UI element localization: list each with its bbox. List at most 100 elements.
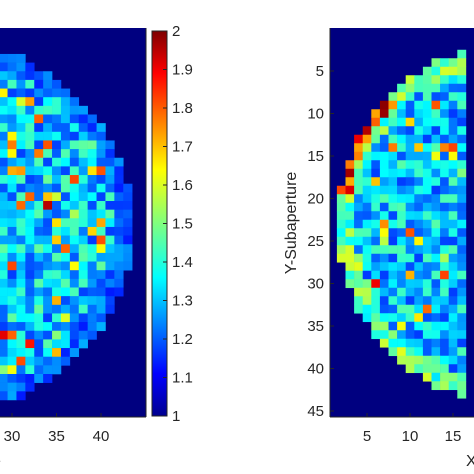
heatmap-cell (379, 245, 389, 255)
heatmap-cell (60, 322, 71, 332)
colorbar-tick-label: 2 (172, 23, 180, 40)
heatmap-cell (34, 131, 44, 141)
heatmap-cell (414, 185, 424, 195)
heatmap-cell (345, 236, 355, 246)
heatmap-cell (388, 143, 398, 153)
heatmap-cell (448, 296, 458, 306)
heatmap-cell (69, 296, 80, 306)
heatmap-cell (440, 228, 449, 238)
heatmap-cell (457, 58, 467, 68)
heatmap-cell (431, 313, 441, 323)
heatmap-cell (34, 88, 44, 98)
heatmap-cell (96, 131, 106, 141)
heatmap-cell (16, 278, 26, 288)
heatmap-cell (414, 228, 424, 238)
heatmap-cell (60, 348, 71, 357)
heatmap-cell (405, 194, 415, 204)
heatmap-cell (371, 168, 381, 178)
heatmap-cell (397, 160, 406, 170)
heatmap-cell (52, 88, 62, 98)
heatmap-cell (43, 270, 53, 280)
heatmap-cell (379, 262, 389, 272)
heatmap-cell (440, 66, 449, 76)
heatmap-cell (457, 168, 467, 178)
heatmap-cell (52, 97, 62, 107)
heatmap-cell (414, 262, 424, 272)
heatmap-cell (87, 287, 97, 297)
heatmap-cell (397, 134, 406, 144)
heatmap-cell (397, 313, 406, 323)
heatmap-cell (414, 143, 424, 153)
heatmap-cell (25, 235, 35, 245)
heatmap-cell (0, 209, 8, 219)
heatmap-cell (431, 245, 441, 255)
heatmap-cell (0, 391, 8, 401)
heatmap-cell (43, 287, 53, 297)
heatmap-cell (422, 126, 432, 136)
heatmap-cell (123, 261, 133, 271)
heatmap-cell (25, 71, 35, 81)
heatmap-cell (16, 270, 26, 280)
heatmap-cell (397, 185, 406, 195)
colorbar-tick-label: 1.7 (172, 139, 193, 156)
heatmap-cell (448, 253, 458, 263)
heatmap-cell (405, 219, 415, 229)
heatmap-cell (69, 313, 80, 323)
heatmap-cell (16, 114, 26, 124)
heatmap-cell (405, 117, 415, 127)
heatmap-cell (397, 321, 406, 331)
heatmap-cell (431, 262, 441, 272)
heatmap-cell (0, 183, 8, 193)
heatmap-cell (43, 252, 53, 262)
heatmap-cell (354, 304, 363, 314)
heatmap-cell (440, 347, 449, 357)
heatmap-cell (448, 347, 458, 357)
heatmap-cell (25, 313, 35, 323)
heatmap-cell (414, 151, 424, 161)
heatmap-cell (69, 157, 80, 167)
heatmap-cell (371, 160, 381, 170)
heatmap-cell (78, 330, 88, 340)
heatmap-cell (87, 192, 97, 202)
heatmap-cell (123, 235, 133, 245)
heatmap-cell (52, 175, 62, 184)
heatmap-cell (52, 235, 62, 245)
heatmap-cell (78, 313, 88, 323)
heatmap-cell (25, 322, 35, 332)
heatmap-cell (379, 313, 389, 323)
heatmap-cell (440, 381, 449, 391)
heatmap-cell (0, 79, 8, 89)
heatmap-cell (7, 97, 17, 107)
heatmap-cell (60, 218, 71, 228)
heatmap-cell (52, 131, 62, 141)
heatmap-cell (388, 347, 398, 357)
heatmap-cell (7, 356, 17, 366)
heatmap-cell (354, 185, 363, 195)
heatmap-cell (379, 321, 389, 331)
heatmap-cell (16, 166, 26, 176)
heatmap-cell (422, 321, 432, 331)
heatmap-cell (69, 131, 80, 141)
heatmap-cell (397, 347, 406, 357)
heatmap-cell (0, 88, 8, 98)
heatmap-cell (431, 304, 441, 314)
heatmap-cell (52, 356, 62, 366)
heatmap-cell (448, 236, 458, 246)
heatmap-cell (448, 211, 458, 221)
heatmap-cell (431, 83, 441, 93)
heatmap-cell (78, 209, 88, 219)
heatmap-cell (114, 252, 124, 262)
heatmap-cell (78, 149, 88, 159)
heatmap-cell (16, 131, 26, 141)
heatmap-cell (123, 183, 133, 193)
heatmap-cell (397, 109, 406, 119)
heatmap-cell (16, 330, 26, 340)
heatmap-cell (388, 100, 398, 110)
heatmap-cell (25, 149, 35, 159)
heatmap-cell (362, 279, 372, 289)
heatmap-cell (52, 183, 62, 193)
heatmap-cell (336, 202, 346, 212)
heatmap-cell (96, 226, 106, 236)
heatmap-cell (96, 175, 106, 184)
heatmap-cell (16, 201, 26, 210)
